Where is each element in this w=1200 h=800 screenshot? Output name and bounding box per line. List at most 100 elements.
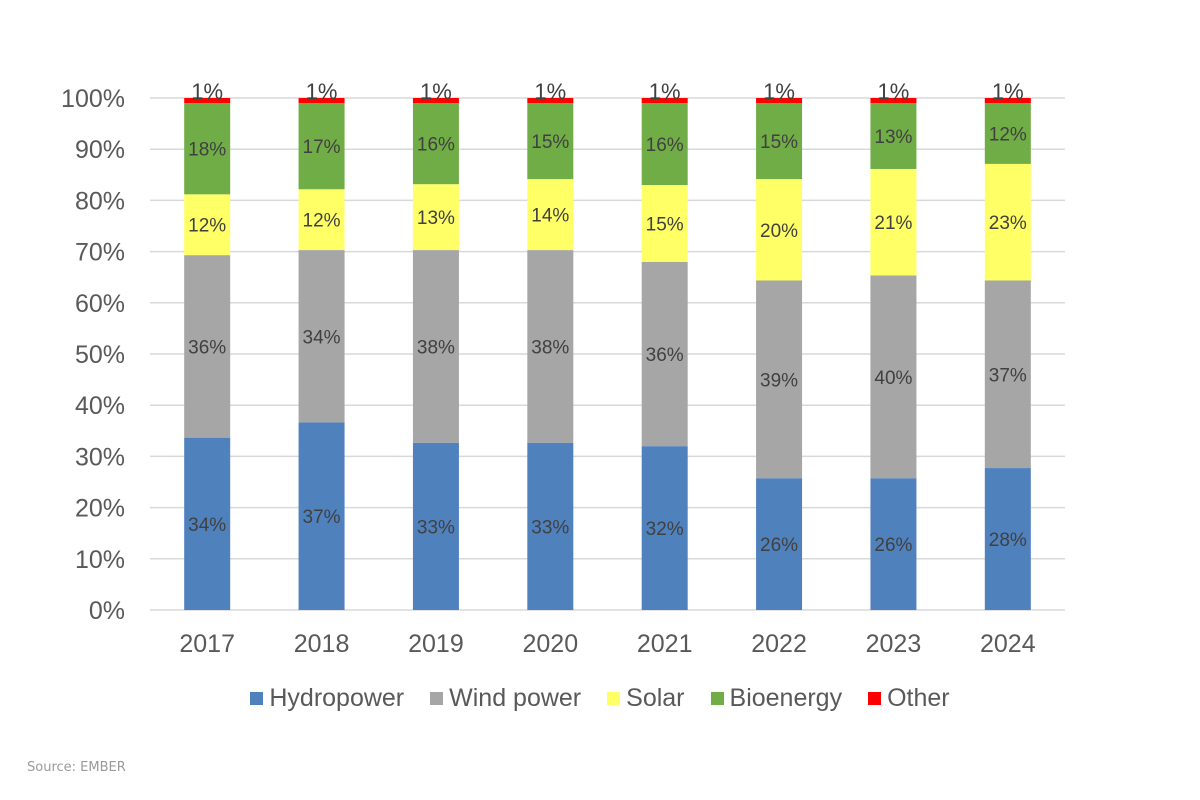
- data-label-wind-power: 34%: [303, 327, 341, 348]
- legend-swatch-hydropower: [250, 691, 264, 705]
- bar-stack-2020: [527, 98, 574, 610]
- data-label-other: 1%: [420, 79, 452, 104]
- data-label-wind-power: 40%: [874, 368, 912, 389]
- data-label-other: 1%: [992, 79, 1024, 104]
- bar-segment-other: [184, 98, 231, 104]
- bar-segment-solar: [641, 185, 688, 262]
- bar-segment-wind-power: [298, 250, 345, 423]
- y-tick-label: 0%: [89, 597, 125, 625]
- bar-segment-wind-power: [870, 275, 917, 479]
- y-tick-label: 50%: [75, 341, 125, 369]
- bar-segment-hydropower: [870, 478, 917, 610]
- data-label-solar: 12%: [188, 216, 226, 237]
- x-tick-label: 2019: [408, 630, 464, 658]
- data-label-wind-power: 38%: [531, 337, 569, 358]
- legend-label-solar: Solar: [626, 683, 685, 712]
- data-label-hydropower: 26%: [760, 535, 798, 556]
- data-label-bioenergy: 17%: [303, 137, 341, 158]
- data-label-solar: 13%: [417, 208, 455, 229]
- y-axis: 0% 10% 20% 30% 40% 50% 60% 70% 80% 90% 100%: [61, 85, 125, 625]
- bar-stack-2023: [870, 98, 917, 610]
- bar-segment-bioenergy: [184, 103, 231, 195]
- bar-segment-hydropower: [984, 468, 1031, 610]
- bar-segment-other: [756, 98, 803, 104]
- data-label-hydropower: 33%: [531, 517, 569, 538]
- bar-stack-2017: [184, 98, 231, 610]
- data-label-wind-power: 37%: [989, 365, 1027, 386]
- data-label-hydropower: 33%: [417, 517, 455, 538]
- data-label-solar: 14%: [531, 206, 569, 227]
- legend-swatch-other: [868, 691, 882, 705]
- bar-segment-other: [527, 98, 574, 104]
- gridlines: [150, 97, 1065, 611]
- source-note: Source: EMBER: [27, 760, 126, 775]
- data-label-bioenergy: 15%: [760, 132, 798, 153]
- bar-segment-bioenergy: [984, 103, 1031, 164]
- data-label-solar: 12%: [303, 211, 341, 232]
- data-label-wind-power: 39%: [760, 370, 798, 391]
- y-tick-label: 30%: [75, 443, 125, 471]
- data-label-hydropower: 37%: [303, 507, 341, 528]
- legend-item-hydropower: Hydropower: [250, 684, 404, 713]
- bar-segment-solar: [870, 168, 917, 276]
- legend: Hydropower Wind power Solar Bioenergy Ot…: [0, 680, 1200, 716]
- data-label-hydropower: 26%: [874, 535, 912, 556]
- data-label-solar: 20%: [760, 221, 798, 242]
- data-label-hydropower: 32%: [646, 519, 684, 540]
- y-tick-label: 40%: [75, 392, 125, 420]
- y-tick-label: 100%: [61, 85, 125, 113]
- x-tick-label: 2021: [637, 630, 693, 658]
- y-tick-label: 60%: [75, 290, 125, 318]
- bar-segment-other: [298, 98, 345, 104]
- y-tick-label: 90%: [75, 136, 125, 164]
- bar-segment-solar: [527, 179, 574, 251]
- y-tick-label: 10%: [75, 546, 125, 574]
- bar-segment-wind-power: [641, 261, 688, 447]
- bar-segment-hydropower: [527, 442, 574, 610]
- y-tick-label: 20%: [75, 495, 125, 523]
- bar-stack-2019: [412, 98, 459, 610]
- legend-swatch-wind-power: [430, 691, 444, 705]
- bar-segment-bioenergy: [412, 103, 459, 185]
- bar-segment-hydropower: [412, 442, 459, 610]
- bar-segment-solar: [298, 189, 345, 251]
- data-label-solar: 23%: [989, 213, 1027, 234]
- bar-segment-solar: [756, 179, 803, 281]
- bar-segment-bioenergy: [527, 103, 574, 180]
- data-label-other: 1%: [191, 79, 223, 104]
- data-label-bioenergy: 13%: [874, 127, 912, 148]
- data-label-hydropower: 28%: [989, 530, 1027, 551]
- data-label-bioenergy: 16%: [417, 135, 455, 156]
- bar-segment-wind-power: [756, 280, 803, 479]
- legend-label-hydropower: Hydropower: [269, 683, 405, 712]
- data-label-bioenergy: 15%: [531, 132, 569, 153]
- data-label-bioenergy: 18%: [188, 140, 226, 161]
- x-tick-label: 2020: [523, 630, 579, 658]
- data-labels: 34% 36% 12% 18% 1% 37% 34% 12% 17% 1% 33% 38% 13% 16%…: [188, 79, 1027, 556]
- data-label-bioenergy: 16%: [646, 135, 684, 156]
- x-tick-label: 2017: [179, 630, 235, 658]
- bar-segment-solar: [184, 194, 231, 256]
- bar-stack-2022: [756, 98, 803, 610]
- x-tick-label: 2022: [751, 630, 807, 658]
- bar-segment-wind-power: [412, 250, 459, 443]
- bar-segment-hydropower: [298, 422, 345, 610]
- data-label-bioenergy: 12%: [989, 124, 1027, 145]
- bar-stack-2018: [298, 98, 345, 610]
- data-label-other: 1%: [763, 79, 795, 104]
- bar-segment-hydropower: [641, 446, 688, 610]
- bar-stack-2021: [641, 98, 688, 610]
- bar-segment-solar: [412, 184, 459, 251]
- data-label-wind-power: 38%: [417, 337, 455, 358]
- bar-segment-bioenergy: [641, 103, 688, 186]
- legend-label-bioenergy: Bioenergy: [729, 683, 843, 712]
- legend-swatch-solar: [607, 691, 621, 705]
- bar-segment-other: [412, 98, 459, 104]
- legend-item-bioenergy: Bioenergy: [710, 683, 843, 713]
- x-tick-label: 2023: [866, 630, 922, 658]
- bar-segment-wind-power: [984, 280, 1031, 469]
- data-label-wind-power: 36%: [188, 337, 226, 358]
- data-label-solar: 21%: [874, 213, 912, 234]
- stacked-bar-chart: 0% 10% 20% 30% 40% 50% 60% 70% 80% 90% 100% 34% 36%…: [61, 79, 1065, 658]
- legend-item-solar: Solar: [607, 683, 685, 713]
